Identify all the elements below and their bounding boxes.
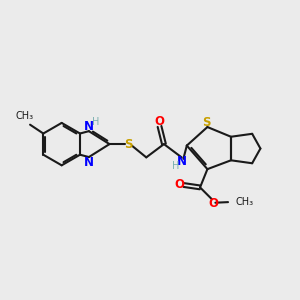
Text: N: N — [84, 156, 94, 169]
Text: O: O — [208, 197, 219, 210]
Text: N: N — [84, 120, 94, 133]
Text: H: H — [172, 160, 179, 171]
Text: S: S — [124, 138, 133, 151]
Text: H: H — [92, 117, 100, 127]
Text: CH₃: CH₃ — [16, 111, 34, 121]
Text: N: N — [177, 155, 187, 168]
Text: S: S — [202, 116, 211, 128]
Text: CH₃: CH₃ — [236, 196, 254, 206]
Text: O: O — [175, 178, 185, 191]
Text: O: O — [154, 115, 164, 128]
